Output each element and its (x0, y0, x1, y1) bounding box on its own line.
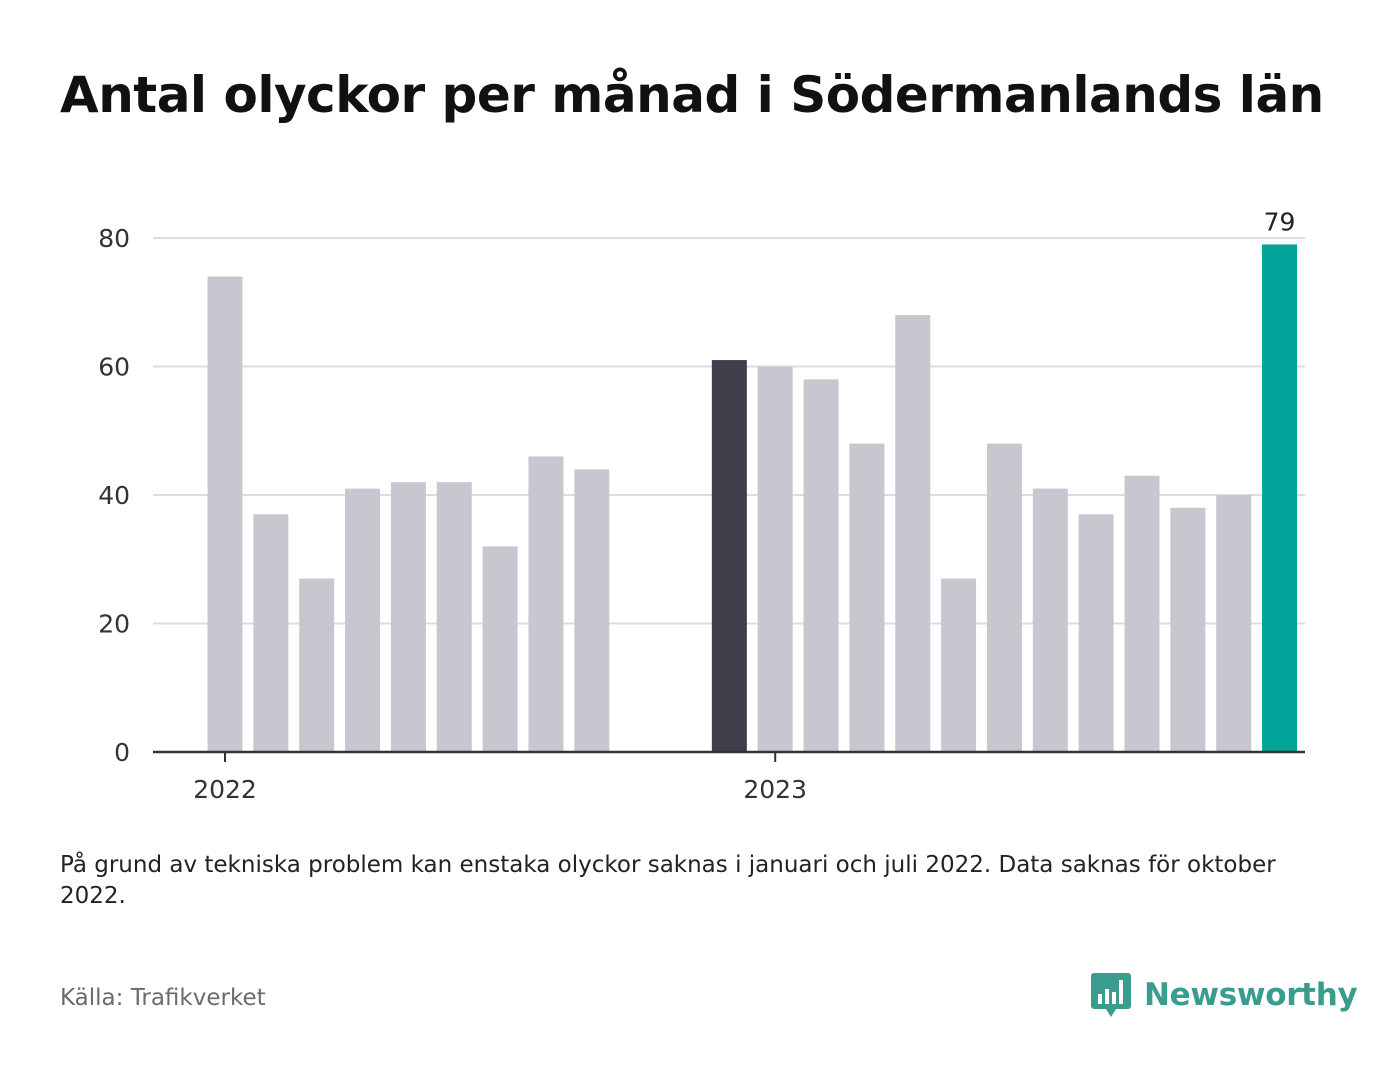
footnote: På grund av tekniska problem kan enstaka… (60, 852, 1276, 909)
bars (207, 244, 1298, 753)
bar (345, 488, 381, 752)
bar (1170, 507, 1206, 752)
bar (528, 456, 564, 752)
bar (1124, 475, 1160, 752)
bar (207, 276, 243, 752)
x-tick-label: 2023 (743, 775, 807, 804)
bar (1262, 244, 1298, 753)
newsworthy-logo-icon (1091, 973, 1131, 1017)
y-axis-ticks: 0 20 40 60 80 (98, 224, 130, 767)
y-tick-label: 60 (98, 353, 130, 382)
data-labels: 79 (1264, 207, 1296, 236)
bar (1032, 488, 1068, 752)
bar (849, 443, 885, 752)
chart-title: Antal olyckor per månad i Södermanlands … (60, 66, 1324, 124)
bar-chart: 0 20 40 60 80 79 2022 2023 (98, 207, 1305, 804)
x-tick-label: 2022 (193, 775, 257, 804)
bar (986, 443, 1022, 752)
y-tick-label: 40 (98, 481, 130, 510)
bar (436, 482, 472, 752)
bar (253, 514, 289, 752)
y-tick-label: 80 (98, 224, 130, 253)
bar (1216, 495, 1252, 752)
bar (757, 366, 793, 752)
bar (299, 578, 335, 752)
brand-name: Newsworthy (1144, 977, 1358, 1013)
bar (711, 360, 747, 752)
bar (941, 578, 977, 752)
x-axis: 2022 2023 (153, 750, 1305, 804)
y-tick-label: 0 (114, 738, 130, 767)
bar (390, 482, 426, 752)
newsworthy-brand[interactable]: Newsworthy (1090, 970, 1358, 1020)
source-text: Källa: Trafikverket (60, 985, 266, 1011)
bar (574, 469, 610, 752)
bar (1078, 514, 1114, 752)
data-label: 79 (1264, 207, 1296, 236)
bar (482, 546, 518, 752)
bar (803, 379, 839, 752)
bar (895, 315, 931, 752)
y-tick-label: 20 (98, 610, 130, 639)
